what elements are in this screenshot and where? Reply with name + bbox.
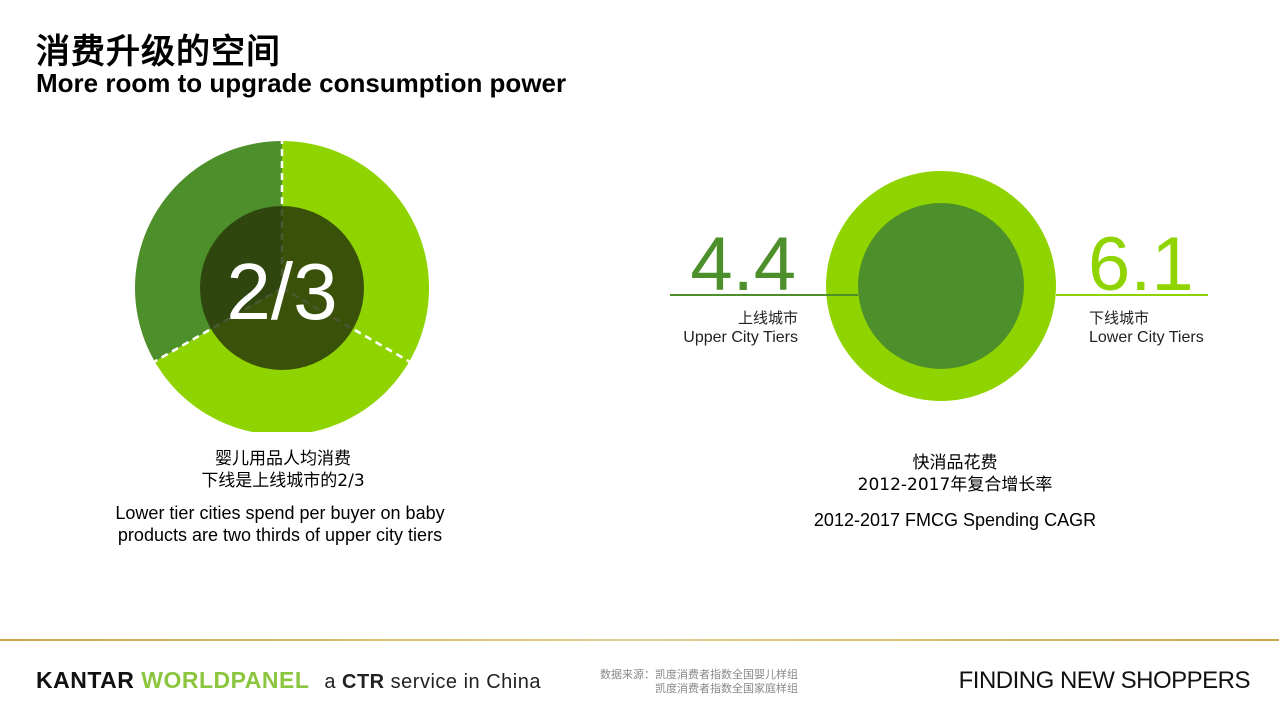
kantar-logo: KANTAR WORLDPANEL a CTR service in China [36, 667, 541, 694]
baby-spend-donut-chart: 2/3 [135, 141, 429, 432]
source-line2: 凯度消费者指数全国家庭样组 [655, 682, 798, 695]
brand-ctr: CTR [342, 671, 385, 693]
right-caption-cn-line1: 快消品花费 [912, 453, 998, 473]
right-caption-cn: 快消品花费 2012-2017年复合增长率 [780, 452, 1130, 496]
brand-kantar: KANTAR [36, 667, 135, 693]
donut-center-value: 2/3 [226, 247, 337, 336]
left-caption-en-line2: products are two thirds of upper city ti… [117, 525, 443, 545]
left-caption-en: Lower tier cities spend per buyer on bab… [90, 502, 470, 546]
footer-divider [0, 639, 1279, 641]
lower-label-cn: 下线城市 [1089, 309, 1149, 327]
fmcg-cagr-chart: 4.4 6.1 上线城市 Upper City Tiers 下线城市 Lower… [670, 171, 1208, 401]
tagline: FINDING NEW SHOPPERS [958, 667, 1251, 694]
upper-label-en: Upper City Tiers [683, 329, 798, 346]
brand-rest: service in China [390, 671, 541, 693]
brand-ctr-statement: a CTR service in China [324, 671, 541, 693]
lower-value: 6.1 [1088, 222, 1194, 307]
brand-worldpanel: WORLDPANEL [141, 667, 310, 693]
data-source: 数据来源：凯度消费者指数全国婴儿样组 凯度消费者指数全国家庭样组 [600, 668, 798, 696]
inner-circle-upper [858, 203, 1024, 369]
right-caption-en: 2012-2017 FMCG Spending CAGR [813, 510, 1097, 530]
brand-a-word: a [324, 671, 336, 693]
page-title-cn: 消费升级的空间 [36, 32, 281, 72]
donut-center [200, 206, 364, 370]
upper-value: 4.4 [690, 222, 796, 307]
upper-label-cn: 上线城市 [738, 309, 798, 327]
source-line1: 数据来源：凯度消费者指数全国婴儿样组 [600, 668, 798, 681]
right-caption-cn-line2: 2012-2017年复合增长率 [857, 475, 1053, 495]
left-caption-cn: 婴儿用品人均消费 下线是上线城市的2/3 [130, 448, 436, 492]
page-title-en: More room to upgrade consumption power [36, 68, 567, 98]
left-caption-cn-line2: 下线是上线城市的2/3 [201, 471, 365, 491]
left-caption-cn-line1: 婴儿用品人均消费 [215, 449, 351, 469]
left-caption-en-line1: Lower tier cities spend per buyer on bab… [115, 503, 445, 523]
lower-label-en: Lower City Tiers [1089, 329, 1204, 346]
